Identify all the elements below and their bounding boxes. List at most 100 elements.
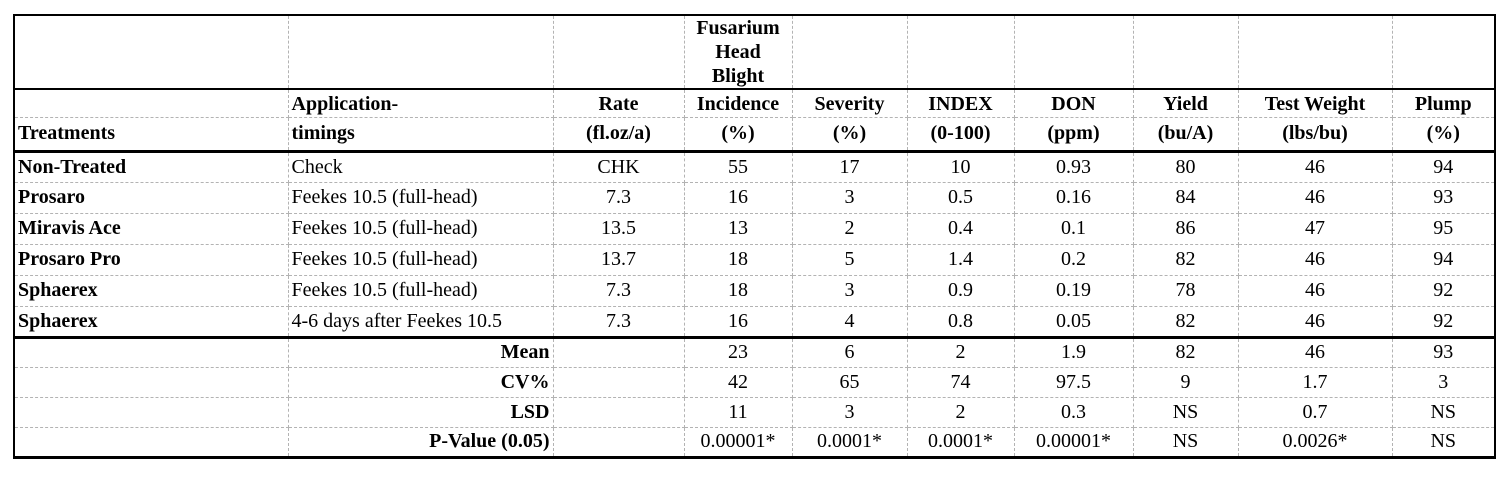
header-application-timings-unit: timings: [288, 117, 554, 153]
cell-index: 0.5: [907, 182, 1015, 214]
header-incidence-unit: (%): [684, 117, 793, 153]
cell-don: 97.5: [1014, 367, 1134, 398]
group-cell-empty: [14, 15, 289, 90]
cell-severity: 6: [792, 337, 908, 368]
cell-test-weight: 0.7: [1238, 397, 1393, 428]
cell-don: 0.1: [1014, 213, 1134, 245]
cell-test-weight: 46: [1238, 306, 1393, 339]
group-cell-empty: [1392, 15, 1495, 90]
cell-test-weight: 47: [1238, 213, 1393, 245]
header-yield-top: Yield: [1133, 89, 1239, 118]
cell-rate: [553, 397, 685, 428]
cell-rate: [553, 427, 685, 457]
cell-plump: 95: [1392, 213, 1495, 245]
summary-row-p-value: P-Value (0.05) 0.00001* 0.0001* 0.0001* …: [14, 427, 1495, 457]
column-header-row-top: Application- Rate Incidence Severity IND…: [14, 89, 1495, 118]
cell-don: 0.3: [1014, 397, 1134, 428]
treatment-row-prosaro: Prosaro Feekes 10.5 (full-head) 7.3 16 3…: [14, 182, 1495, 214]
cell-plump: 93: [1392, 337, 1495, 368]
cell-treatment: Sphaerex: [14, 306, 289, 339]
summary-row-mean: Mean 23 6 2 1.9 82 46 93: [14, 337, 1495, 368]
cell-incidence: 55: [684, 151, 793, 183]
column-header-row-bottom: Treatments timings (fl.oz/a) (%) (%) (0-…: [14, 117, 1495, 153]
cell-rate: 7.3: [553, 306, 685, 339]
cell-test-weight: 46: [1238, 244, 1393, 276]
cell-index: 74: [907, 367, 1015, 398]
treatment-row-miravis-ace: Miravis Ace Feekes 10.5 (full-head) 13.5…: [14, 213, 1495, 245]
cell-treatment: Sphaerex: [14, 275, 289, 307]
cell-yield: 84: [1133, 182, 1239, 214]
cell-incidence: 16: [684, 306, 793, 339]
cell-plump: 3: [1392, 367, 1495, 398]
cell-don: 0.19: [1014, 275, 1134, 307]
cell-treatment: Prosaro Pro: [14, 244, 289, 276]
cell-yield: 86: [1133, 213, 1239, 245]
summary-label-mean: Mean: [288, 337, 554, 368]
cell-timing: Feekes 10.5 (full-head): [288, 244, 554, 276]
cell-index: 2: [907, 337, 1015, 368]
cell-don: 0.16: [1014, 182, 1134, 214]
cell-incidence: 42: [684, 367, 793, 398]
group-header-row: Fusarium Head Blight: [14, 15, 1495, 90]
cell-rate: [553, 367, 685, 398]
cell-treatment: Prosaro: [14, 182, 289, 214]
cell-plump: 92: [1392, 306, 1495, 339]
cell-empty: [14, 427, 289, 457]
cell-plump: 92: [1392, 275, 1495, 307]
cell-yield: NS: [1133, 397, 1239, 428]
cell-index: 0.4: [907, 213, 1015, 245]
header-rate-unit: (fl.oz/a): [553, 117, 685, 153]
header-treatments: Treatments: [14, 117, 289, 153]
group-cell-empty: [1238, 15, 1393, 90]
cell-test-weight: 46: [1238, 337, 1393, 368]
summary-label-p-value: P-Value (0.05): [288, 427, 554, 457]
header-plump-unit: (%): [1392, 117, 1495, 153]
cell-plump: 94: [1392, 151, 1495, 183]
cell-don: 0.2: [1014, 244, 1134, 276]
header-don-unit: (ppm): [1014, 117, 1134, 153]
cell-rate: 7.3: [553, 275, 685, 307]
cell-index: 0.8: [907, 306, 1015, 339]
header-severity-unit: (%): [792, 117, 908, 153]
treatment-row-sphaerex-fullhead: Sphaerex Feekes 10.5 (full-head) 7.3 18 …: [14, 275, 1495, 307]
cell-rate: [553, 337, 685, 368]
header-rate-top: Rate: [553, 89, 685, 118]
group-header-fusarium-head-blight: Fusarium Head Blight: [684, 15, 793, 90]
cell-severity: 2: [792, 213, 908, 245]
cell-plump: 94: [1392, 244, 1495, 276]
cell-timing: 4-6 days after Feekes 10.5: [288, 306, 554, 339]
cell-empty: [14, 397, 289, 428]
header-yield-unit: (bu/A): [1133, 117, 1239, 153]
cell-severity: 65: [792, 367, 908, 398]
cell-yield: 9: [1133, 367, 1239, 398]
cell-rate: 7.3: [553, 182, 685, 214]
header-don-top: DON: [1014, 89, 1134, 118]
cell-yield: 80: [1133, 151, 1239, 183]
cell-plump: 93: [1392, 182, 1495, 214]
cell-index: 0.9: [907, 275, 1015, 307]
cell-incidence: 16: [684, 182, 793, 214]
cell-empty: [14, 367, 289, 398]
group-cell-empty: [288, 15, 554, 90]
cell-index: 1.4: [907, 244, 1015, 276]
cell-don: 1.9: [1014, 337, 1134, 368]
cell-yield: 82: [1133, 337, 1239, 368]
header-severity-top: Severity: [792, 89, 908, 118]
cell-test-weight: 46: [1238, 151, 1393, 183]
cell-severity: 4: [792, 306, 908, 339]
cell-timing: Check: [288, 151, 554, 183]
cell-index: 2: [907, 397, 1015, 428]
results-table: Fusarium Head Blight Application- Rate I…: [13, 14, 1496, 459]
header-application-timings-top: Application-: [288, 89, 554, 118]
header-test-weight-unit: (lbs/bu): [1238, 117, 1393, 153]
cell-don: 0.00001*: [1014, 427, 1134, 457]
cell-treatment: Non-Treated: [14, 151, 289, 183]
summary-label-cv: CV%: [288, 367, 554, 398]
cell-rate: CHK: [553, 151, 685, 183]
cell-yield: 82: [1133, 306, 1239, 339]
cell-plump: NS: [1392, 397, 1495, 428]
cell-severity: 17: [792, 151, 908, 183]
header-incidence-top: Incidence: [684, 89, 793, 118]
cell-incidence: 0.00001*: [684, 427, 793, 457]
cell-incidence: 11: [684, 397, 793, 428]
